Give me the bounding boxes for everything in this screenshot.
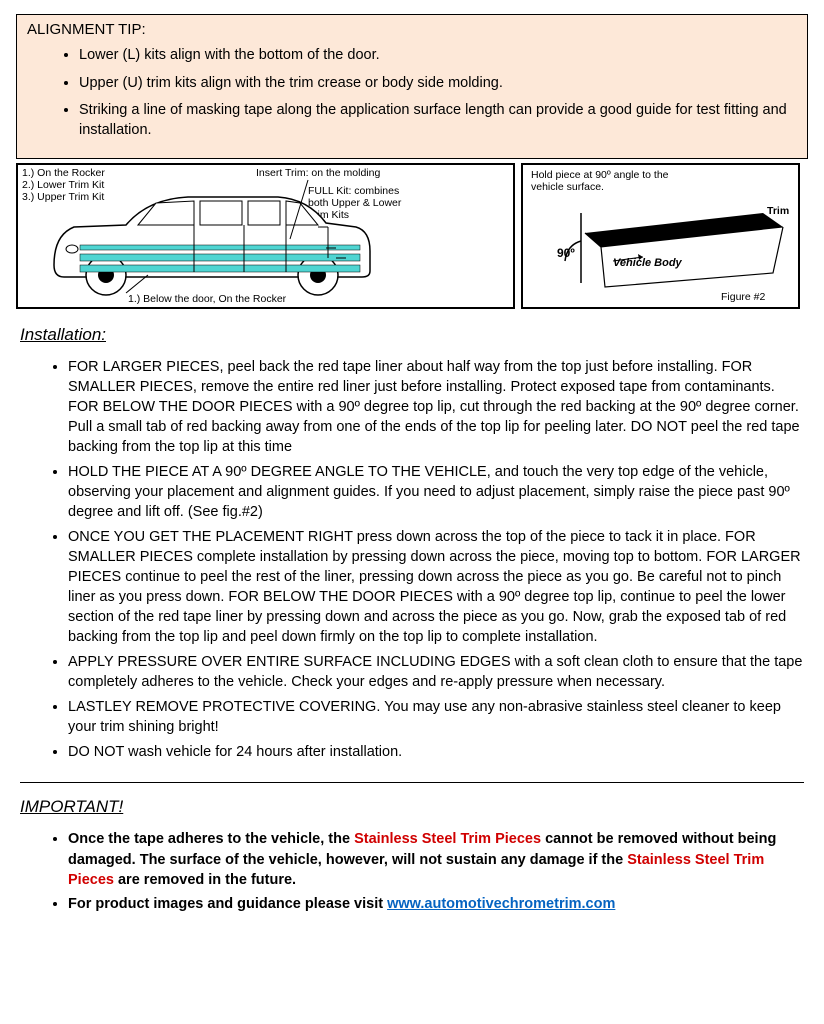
car-svg: [18, 165, 513, 307]
important-item: For product images and guidance please v…: [68, 894, 808, 914]
divider: [20, 782, 804, 783]
imp-text: For product images and guidance please v…: [68, 896, 387, 912]
alignment-tip-box: ALIGNMENT TIP: Lower (L) kits align with…: [16, 14, 808, 159]
tip-item: Upper (U) trim kits align with the trim …: [79, 74, 797, 94]
install-step: APPLY PRESSURE OVER ENTIRE SURFACE INCLU…: [68, 652, 808, 692]
imp-red-text: Stainless Steel Trim Pieces: [354, 831, 541, 847]
imp-text: Once the tape adheres to the vehicle, th…: [68, 831, 354, 847]
product-link[interactable]: www.automotivechrometrim.com: [387, 896, 615, 912]
installation-list: FOR LARGER PIECES, peel back the red tap…: [16, 357, 808, 762]
car-diagram: 1.) On the Rocker 2.) Lower Trim Kit 3.)…: [16, 163, 515, 309]
tip-list: Lower (L) kits align with the bottom of …: [27, 46, 797, 140]
important-heading: IMPORTANT!: [20, 797, 808, 817]
tip-item: Striking a line of masking tape along th…: [79, 101, 797, 140]
install-step: LASTLEY REMOVE PROTECTIVE COVERING. You …: [68, 697, 808, 737]
diagram-row: 1.) On the Rocker 2.) Lower Trim Kit 3.)…: [16, 163, 808, 309]
tip-item: Lower (L) kits align with the bottom of …: [79, 46, 797, 66]
important-list: Once the tape adheres to the vehicle, th…: [16, 829, 808, 914]
install-step: FOR LARGER PIECES, peel back the red tap…: [68, 357, 808, 457]
angle-svg: [523, 165, 798, 307]
important-item: Once the tape adheres to the vehicle, th…: [68, 829, 808, 890]
install-step: ONCE YOU GET THE PLACEMENT RIGHT press d…: [68, 527, 808, 647]
angle-diagram: Hold piece at 90º angle to the vehicle s…: [521, 163, 800, 309]
installation-heading: Installation:: [20, 325, 808, 345]
install-step: DO NOT wash vehicle for 24 hours after i…: [68, 742, 808, 762]
install-step: HOLD THE PIECE AT A 90º DEGREE ANGLE TO …: [68, 462, 808, 522]
imp-text: are removed in the future.: [114, 872, 296, 888]
tip-title: ALIGNMENT TIP:: [27, 21, 797, 38]
